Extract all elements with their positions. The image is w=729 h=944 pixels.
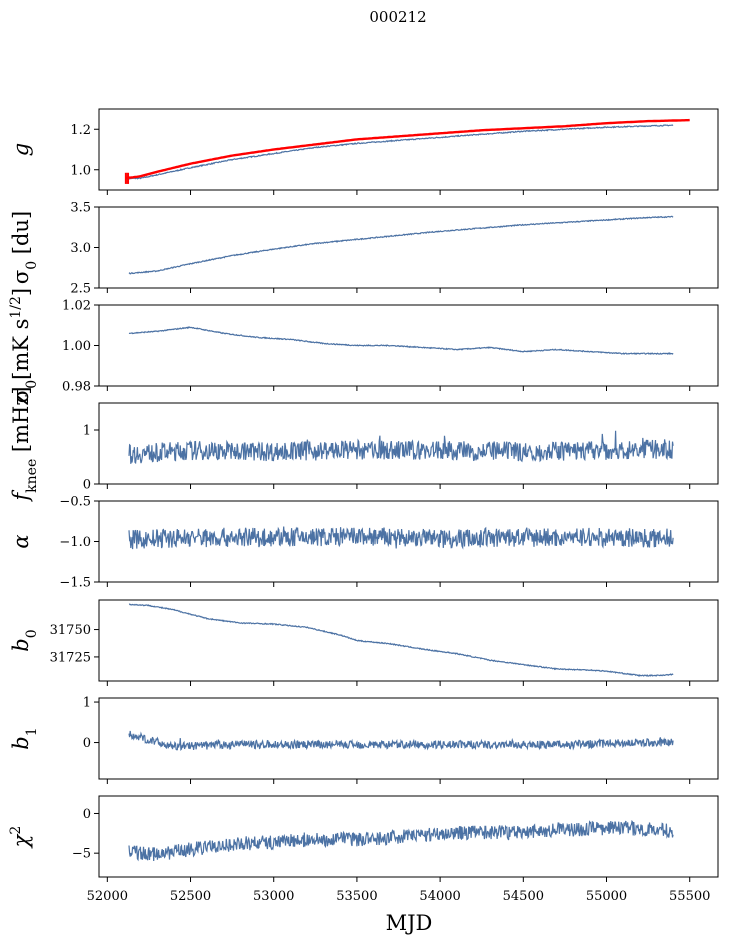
series-line (126, 124, 674, 180)
x-tick-label: 54000 (419, 889, 460, 904)
y-tick-label: 1.0 (70, 163, 91, 178)
y-tick-label: 0 (83, 736, 91, 751)
series-line (128, 603, 674, 677)
x-tick-label: 53000 (253, 889, 294, 904)
panel-1: 1.0 1.2 g (9, 108, 719, 195)
axes-frame (98, 108, 719, 191)
panel-8: −5 0 χ2 (8, 795, 719, 882)
panel-2: 2.5 3.0 3.5 σ0 [du] (9, 201, 719, 297)
y-tick-label: 0 (83, 478, 91, 493)
y-tick-label: 1 (83, 696, 91, 711)
y-tick-label: 31750 (50, 623, 91, 638)
fit-line (125, 118, 690, 180)
y-tick-label: 31725 (50, 650, 91, 665)
series-line (128, 730, 674, 751)
panel-5: −1.5 −1.0 −0.5 α (9, 495, 719, 591)
panels: 1.0 1.2 g 2.5 3.0 3.5 σ0 [du] 0.98 1.00 1.02 σ0[mK… (8, 108, 719, 882)
y-tick-label: −1.0 (59, 535, 91, 550)
x-tick-label: 55000 (586, 889, 627, 904)
y-tick-label: −0.5 (59, 495, 91, 510)
y-tick-label: 0 (83, 807, 91, 822)
panel-7: 0 1 b1 (9, 696, 719, 784)
y-tick-label: 2.5 (70, 282, 91, 297)
x-tick-label: 54500 (503, 889, 544, 904)
y-tick-label: 0.98 (62, 380, 91, 395)
y-axis-label: b0 (9, 629, 40, 651)
series-line (128, 526, 674, 550)
y-tick-label: 3.0 (70, 241, 91, 256)
x-axis: 52000 52500 53000 53500 54000 54500 55000 55500 (87, 889, 711, 904)
y-tick-label: 1.2 (70, 123, 91, 138)
y-tick-label: 1.02 (62, 299, 91, 314)
series-line (128, 215, 674, 275)
y-tick-label: 3.5 (70, 201, 91, 216)
y-tick-label: 1.00 (62, 339, 91, 354)
axes-frame (98, 795, 719, 878)
x-tick-label: 52500 (170, 889, 211, 904)
axes-frame (98, 304, 719, 387)
x-axis-label: MJD (386, 911, 433, 935)
series-line (128, 326, 674, 356)
y-axis-label: b1 (9, 727, 40, 749)
axes-frame (98, 402, 719, 485)
y-axis-label: fknee [mHz] (9, 386, 40, 502)
panel-6: 31725 31750 b0 (9, 599, 719, 686)
figure-title: 000212 (369, 8, 426, 26)
y-tick-label: 1 (83, 424, 91, 439)
axes-frame (98, 697, 719, 780)
series-line (128, 819, 674, 862)
x-tick-label: 52000 (87, 889, 128, 904)
y-axis-label: α (9, 534, 33, 548)
panel-4: 0 1 fknee [mHz] (9, 386, 719, 503)
y-axis-label: σ0[mK s1/2] (8, 288, 40, 403)
y-tick-label: −5 (72, 847, 91, 862)
y-axis-label: g (9, 143, 33, 156)
axes-frame (98, 599, 719, 682)
x-tick-label: 53500 (336, 889, 377, 904)
y-tick-label: −1.5 (59, 576, 91, 591)
x-tick-label: 55500 (669, 889, 710, 904)
series-line (128, 430, 674, 465)
y-axis-label: σ0 [du] (9, 211, 40, 284)
panel-3: 0.98 1.00 1.02 σ0[mK s1/2] (8, 288, 719, 403)
y-axis-label: χ2 (8, 826, 33, 850)
